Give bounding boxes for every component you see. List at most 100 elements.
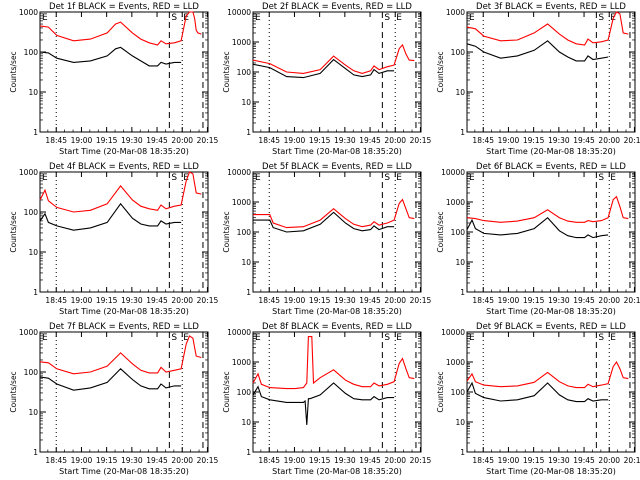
chart-title: Det 7f BLACK = Events, RED = LLD xyxy=(49,322,199,332)
x-tick-label: 18:45 xyxy=(472,296,494,305)
y-axis-label: Counts/sec xyxy=(222,371,231,412)
series-line-lld xyxy=(252,336,415,390)
x-axis-label: Start Time (20-Mar-08 18:35:20) xyxy=(272,307,402,316)
y-tick-label: 10 xyxy=(241,258,251,267)
y-axis-label: Counts/sec xyxy=(9,371,18,412)
y-axis-label: Counts/sec xyxy=(9,211,18,252)
x-tick-label: 19:15 xyxy=(309,456,331,465)
x-axis-label: Start Time (20-Mar-08 18:35:20) xyxy=(59,307,189,316)
x-tick-label: 19:45 xyxy=(573,136,595,145)
x-tick-label: 19:00 xyxy=(71,136,93,145)
y-tick-label: 1 xyxy=(33,288,38,297)
start-marker-label: S xyxy=(384,333,390,343)
series-line-lld xyxy=(39,171,202,213)
y-tick-label: 1000 xyxy=(232,358,251,367)
x-tick-label: 18:45 xyxy=(45,296,67,305)
x-tick-label: 20:00 xyxy=(384,136,406,145)
plot-frame xyxy=(39,331,209,453)
x-tick-label: 20:15 xyxy=(410,296,432,305)
end-marker-label: E xyxy=(255,13,261,23)
series-line-lld xyxy=(466,11,629,46)
y-tick-label: 10 xyxy=(241,418,251,427)
series-line-lld xyxy=(466,195,629,223)
chart-title: Det 4f BLACK = Events, RED = LLD xyxy=(49,162,199,172)
x-tick-label: 20:15 xyxy=(197,296,219,305)
chart-title: Det 3f BLACK = Events, RED = LLD xyxy=(476,2,626,12)
x-tick-label: 19:30 xyxy=(121,136,143,145)
x-tick-label: 19:00 xyxy=(498,296,520,305)
series-line-events xyxy=(466,40,609,62)
x-tick-label: 20:15 xyxy=(197,136,219,145)
x-tick-label: 19:00 xyxy=(284,456,306,465)
end-marker-label: E xyxy=(183,333,189,343)
y-tick-label: 10000 xyxy=(227,328,251,337)
y-tick-label: 100 xyxy=(237,228,252,237)
y-tick-label: 1000 xyxy=(232,38,251,47)
x-tick-label: 20:15 xyxy=(624,296,640,305)
y-axis-label: Counts/sec xyxy=(222,211,231,252)
y-tick-label: 10 xyxy=(28,88,38,97)
series-line-lld xyxy=(253,198,415,229)
panel-5: Det 5f BLACK = Events, RED = LLD Counts/s… xyxy=(222,162,431,316)
x-tick-label: 19:30 xyxy=(121,456,143,465)
x-tick-label: 20:00 xyxy=(384,296,406,305)
y-tick-label: 1 xyxy=(246,288,251,297)
end-marker-label: E xyxy=(610,333,616,343)
chart-title: Det 5f BLACK = Events, RED = LLD xyxy=(262,162,412,172)
y-tick-label: 1000 xyxy=(446,8,465,17)
chart-title: Det 2f BLACK = Events, RED = LLD xyxy=(262,2,412,12)
plot-frame xyxy=(252,171,422,293)
start-marker-label: S xyxy=(171,333,177,343)
x-axis-label: Start Time (20-Mar-08 18:35:20) xyxy=(486,307,616,316)
plot-frame xyxy=(252,331,422,453)
x-tick-label: 20:15 xyxy=(624,136,640,145)
series-line-events xyxy=(39,202,182,231)
series-line-lld xyxy=(39,335,202,375)
series-line-lld xyxy=(252,43,415,74)
y-tick-label: 10000 xyxy=(227,168,251,177)
end-marker-label: E xyxy=(183,173,189,183)
chart-title: Det 8f BLACK = Events, RED = LLD xyxy=(262,322,412,332)
end-marker-label: E xyxy=(255,333,261,343)
y-axis-label: Counts/sec xyxy=(9,51,18,92)
x-tick-label: 18:45 xyxy=(258,296,280,305)
series-line-events xyxy=(252,58,395,79)
start-marker-label: S xyxy=(384,173,390,183)
start-marker-label: S xyxy=(598,333,604,343)
y-tick-label: 100 xyxy=(24,48,39,57)
y-tick-label: 1000 xyxy=(446,358,465,367)
y-tick-label: 1000 xyxy=(19,328,38,337)
end-marker-label: E xyxy=(469,13,475,23)
y-tick-label: 1 xyxy=(246,448,251,457)
x-tick-label: 19:45 xyxy=(146,456,168,465)
start-marker-label: S xyxy=(171,13,177,23)
start-marker-label: S xyxy=(384,13,390,23)
start-marker-label: S xyxy=(171,173,177,183)
panel-8: Det 8f BLACK = Events, RED = LLD Counts/s… xyxy=(222,322,431,476)
x-axis-label: Start Time (20-Mar-08 18:35:20) xyxy=(59,147,189,156)
x-tick-label: 20:00 xyxy=(384,456,406,465)
x-tick-label: 19:15 xyxy=(523,136,545,145)
x-tick-label: 19:45 xyxy=(359,136,381,145)
y-tick-label: 1000 xyxy=(446,198,465,207)
x-tick-label: 19:00 xyxy=(498,136,520,145)
panel-1: Det 1f BLACK = Events, RED = LLD Counts/s… xyxy=(9,2,218,156)
series-line-events xyxy=(39,46,182,67)
panel-3: Det 3f BLACK = Events, RED = LLD Counts/s… xyxy=(436,2,640,156)
y-axis-label: Counts/sec xyxy=(222,51,231,92)
panel-2: Det 2f BLACK = Events, RED = LLD Counts/s… xyxy=(222,2,431,156)
end-marker-label: E xyxy=(469,333,475,343)
panel-6: Det 6f BLACK = Events, RED = LLD Counts/s… xyxy=(436,162,640,316)
x-tick-label: 20:15 xyxy=(197,456,219,465)
y-tick-label: 1 xyxy=(33,448,38,457)
y-tick-label: 10000 xyxy=(441,168,465,177)
x-tick-label: 19:45 xyxy=(359,456,381,465)
end-marker-label: E xyxy=(469,173,475,183)
end-marker-label: E xyxy=(396,333,402,343)
x-tick-label: 19:30 xyxy=(121,296,143,305)
x-tick-label: 19:30 xyxy=(548,296,570,305)
x-axis-label: Start Time (20-Mar-08 18:35:20) xyxy=(272,147,402,156)
chart-title: Det 6f BLACK = Events, RED = LLD xyxy=(476,162,626,172)
y-tick-label: 10 xyxy=(241,98,251,107)
